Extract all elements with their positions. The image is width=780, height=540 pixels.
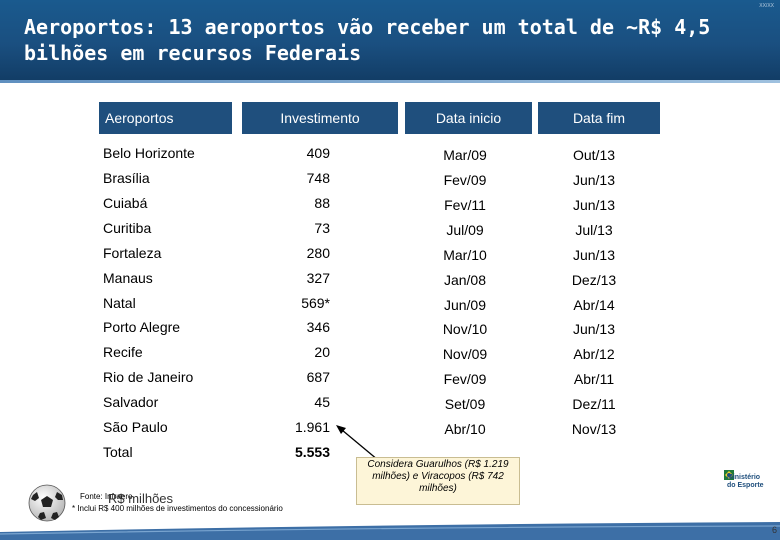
end-date: Abr/11 [573,371,615,387]
flag-mark-icon [724,470,734,480]
start-date: Set/09 [444,396,486,412]
unit-label: R$ milhões [108,491,174,506]
callout-arrow-icon [336,425,379,461]
column-header-start: Data inicio [405,102,532,134]
column-header-end: Data fim [538,102,660,134]
column-header-label: Data inicio [435,110,502,126]
end-date: Jun/13 [572,321,616,337]
start-date: Fev/11 [444,197,486,213]
column-header-investment: Investimento [242,102,398,134]
logo-text-line1: Ministério [727,474,761,481]
title-banner [0,0,780,80]
source-note: Fonte: Infraero [80,492,133,501]
airport-name: Rio de Janeiro [103,369,194,385]
start-date: Nov/09 [442,346,488,362]
callout-note: Considera Guarulhos (R$ 1.219 milhões) e… [356,457,520,505]
total-label: Total [103,444,133,460]
airport-name: Fortaleza [103,245,162,261]
bottom-wave-bar [0,522,780,540]
column-header-label: Investimento [280,110,360,126]
column-header-label: Data fim [572,110,626,126]
investment-value: 20 [314,344,330,360]
end-date: Nov/13 [571,421,617,437]
end-date: Jun/13 [572,247,616,263]
investment-value: 88 [314,195,330,211]
investment-value: 409 [306,145,330,161]
investment-value: 687 [306,369,330,385]
start-date: Mar/10 [443,247,487,263]
page-code: XX/XX [759,3,774,9]
end-date: Dez/13 [571,272,617,288]
start-date: Mar/09 [443,147,487,163]
page-number: 6 [772,525,778,535]
total-investment: 5.553 [294,444,330,460]
airport-name: Natal [103,295,136,311]
airport-name: São Paulo [103,419,168,435]
investment-value: 346 [306,319,330,335]
end-date: Abr/14 [573,297,615,313]
airport-name: Brasília [103,170,150,186]
investment-value: 569* [301,295,330,311]
end-date: Abr/12 [573,346,615,362]
title-underline [0,80,780,83]
soccer-ball-icon [28,484,66,522]
start-date: Jun/09 [443,297,487,313]
start-date: Abr/10 [444,421,486,437]
column-header-airports: Aeroportos [99,102,232,134]
end-date: Jun/13 [572,197,616,213]
start-date: Fev/09 [443,172,487,188]
investment-value: 748 [306,170,330,186]
investment-value: 1.961 [294,419,330,435]
airport-name: Salvador [103,394,159,410]
start-date: Jan/08 [443,272,487,288]
investment-value: 280 [306,245,330,261]
footnote: * Inclui R$ 400 milhões de investimentos… [72,504,283,513]
logo-text-line2: do Esporte [727,482,764,489]
end-date: Jun/13 [572,172,616,188]
investment-value: 327 [306,270,330,286]
end-date: Out/13 [572,147,616,163]
start-date: Nov/10 [442,321,488,337]
investment-value: 45 [314,394,330,410]
start-date: Fev/09 [443,371,487,387]
start-date: Jul/09 [446,222,484,238]
airport-name: Porto Alegre [103,319,181,335]
airport-name: Belo Horizonte [103,145,195,161]
end-date: Jul/13 [575,222,613,238]
airport-name: Manaus [103,270,153,286]
investment-value: 73 [314,220,330,236]
airport-name: Recife [103,344,143,360]
airport-name: Curitiba [103,220,152,236]
page-title: Aeroportos: 13 aeroportos vão receber um… [24,15,711,65]
column-header-label: Aeroportos [105,110,174,126]
airport-name: Cuiabá [103,195,148,211]
end-date: Dez/11 [572,396,616,412]
